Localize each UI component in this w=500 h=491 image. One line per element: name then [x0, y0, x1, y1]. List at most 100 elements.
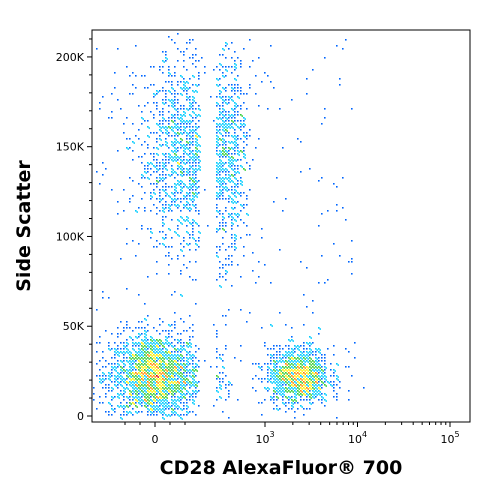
data-point [246, 108, 248, 110]
data-point [324, 366, 326, 368]
data-point [316, 349, 318, 351]
data-point [195, 207, 197, 209]
data-point [99, 381, 101, 383]
data-point [117, 48, 119, 50]
data-point [184, 85, 186, 87]
data-point [175, 382, 177, 384]
data-point [189, 354, 191, 356]
data-point [156, 93, 158, 95]
data-point [162, 381, 164, 383]
data-point [195, 240, 197, 242]
data-point [222, 372, 224, 374]
data-point [291, 336, 293, 338]
data-point [222, 180, 224, 182]
data-point [111, 408, 113, 410]
data-point [241, 124, 243, 126]
data-point [277, 409, 279, 411]
data-point [139, 376, 141, 378]
data-point [189, 393, 191, 395]
data-point [297, 381, 299, 383]
data-point [187, 133, 189, 135]
data-point [130, 403, 132, 405]
data-point [241, 184, 243, 186]
data-point [150, 369, 152, 371]
data-point [225, 177, 227, 179]
data-point [304, 355, 306, 357]
data-point [282, 381, 284, 383]
data-point [330, 363, 332, 365]
data-point [144, 354, 146, 356]
data-point [192, 168, 194, 170]
data-point [312, 372, 314, 374]
data-point [189, 198, 191, 200]
data-point [237, 183, 239, 185]
data-point [309, 336, 311, 338]
data-point [229, 163, 231, 165]
data-point [309, 396, 311, 398]
data-point [294, 402, 296, 404]
data-point [183, 342, 185, 344]
data-point [240, 105, 242, 107]
data-point [304, 388, 306, 390]
data-point [228, 390, 230, 392]
data-point [175, 187, 177, 189]
data-point [225, 324, 227, 326]
data-point [246, 138, 248, 140]
data-point [306, 387, 308, 389]
data-point [289, 358, 291, 360]
data-point [162, 99, 164, 101]
data-point [132, 384, 134, 386]
data-point [333, 387, 335, 389]
data-point [135, 327, 137, 329]
data-point [168, 330, 170, 332]
data-point [153, 204, 155, 206]
data-point [292, 406, 294, 408]
data-point [165, 54, 167, 56]
data-point [153, 132, 155, 134]
data-point [243, 120, 245, 122]
data-point [123, 189, 125, 191]
data-point [267, 375, 269, 377]
data-point [132, 345, 134, 347]
data-point [231, 66, 233, 68]
data-point [136, 385, 138, 387]
data-point [234, 87, 236, 89]
data-point [252, 270, 254, 272]
data-point [111, 399, 113, 401]
data-point [168, 174, 170, 176]
data-point [180, 339, 182, 341]
data-point [301, 361, 303, 363]
data-point [129, 354, 131, 356]
data-point [186, 87, 188, 89]
data-point [145, 340, 147, 342]
data-point [150, 378, 152, 380]
data-point [219, 132, 221, 134]
data-point [133, 349, 135, 351]
data-point [111, 363, 113, 365]
data-point [288, 360, 290, 362]
data-point [126, 411, 128, 413]
data-point [171, 156, 173, 158]
data-point [178, 184, 180, 186]
data-point [99, 342, 101, 344]
data-point [196, 196, 198, 198]
data-point [180, 243, 182, 245]
data-point [157, 379, 159, 381]
data-point [174, 114, 176, 116]
data-point [294, 348, 296, 350]
data-point [177, 165, 179, 167]
data-point [160, 145, 162, 147]
data-point [144, 402, 146, 404]
data-point [226, 190, 228, 192]
data-point [285, 411, 287, 413]
data-point [181, 385, 183, 387]
data-point [123, 354, 125, 356]
data-point [273, 357, 275, 359]
data-point [145, 379, 147, 381]
data-point [303, 369, 305, 371]
data-point [196, 244, 198, 246]
data-point [175, 127, 177, 129]
data-point [276, 360, 278, 362]
data-point [336, 378, 338, 380]
data-point [217, 136, 219, 138]
